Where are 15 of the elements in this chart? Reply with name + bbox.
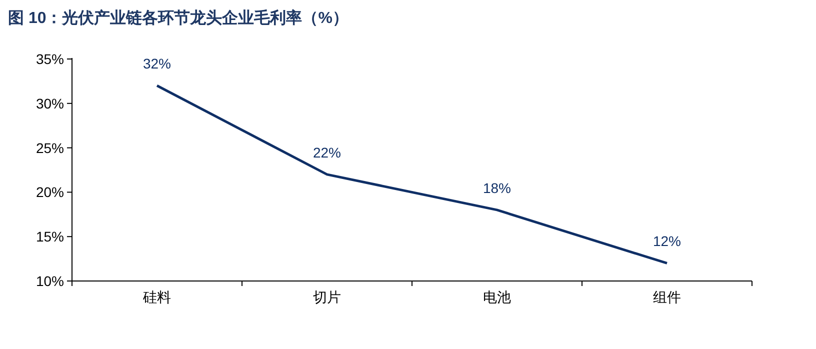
y-tick-label: 25% bbox=[36, 140, 64, 156]
x-tick-label: 硅料 bbox=[142, 289, 171, 305]
data-label: 22% bbox=[312, 144, 342, 160]
y-tick-label: 20% bbox=[36, 184, 64, 200]
y-tick-label: 35% bbox=[36, 51, 64, 67]
y-tick-label: 30% bbox=[36, 95, 64, 112]
data-label: 32% bbox=[142, 56, 172, 72]
data-label: 12% bbox=[652, 233, 682, 250]
x-tick-label: 切片 bbox=[313, 289, 341, 305]
y-tick-label: 15% bbox=[36, 228, 64, 245]
x-tick-label: 电池 bbox=[483, 289, 511, 305]
y-tick-label: 10% bbox=[36, 273, 64, 289]
chart-title: 图 10：光伏产业链各环节龙头企业毛利率（%） bbox=[8, 8, 348, 27]
x-tick-label: 组件 bbox=[653, 289, 681, 305]
data-label: 18% bbox=[482, 180, 512, 196]
